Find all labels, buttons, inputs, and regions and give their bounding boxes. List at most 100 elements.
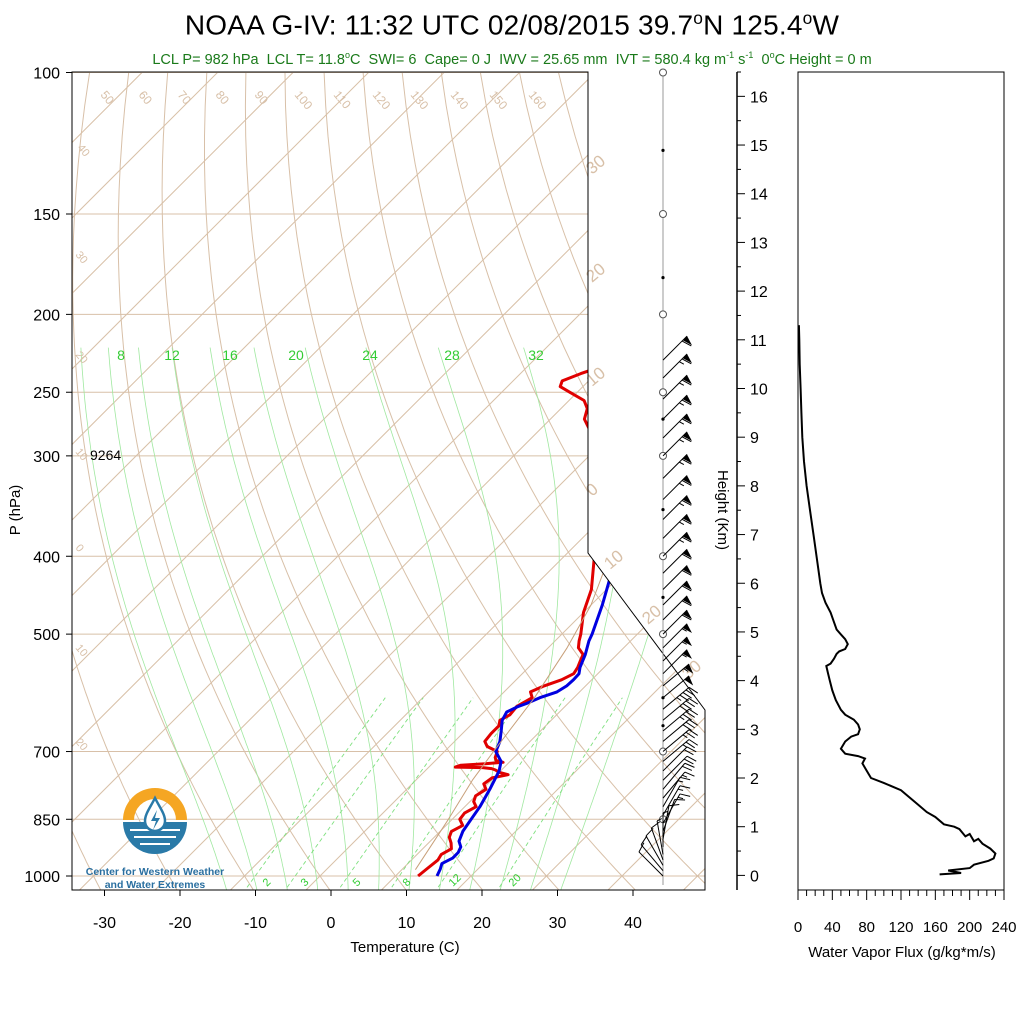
y-tick-label: 700 (33, 745, 60, 762)
wind-barb (662, 453, 692, 479)
wind-barb (662, 609, 692, 635)
wvf-frame (797, 71, 1005, 891)
iwv-value: IWV = 25.65 mm (499, 51, 608, 68)
x-tick-label: 40 (624, 915, 642, 932)
isotherm (72, 72, 671, 890)
cw3e-logo-icon (123, 788, 187, 854)
y-tick-label: 500 (33, 627, 60, 644)
isotherm (72, 72, 294, 890)
moist-adiabat (80, 347, 228, 890)
mixing-ratio-label: 16 (222, 347, 238, 363)
moist-adiabat (209, 347, 349, 890)
mixing-ratio-label: 20 (288, 347, 304, 363)
height-tick-label: 15 (750, 138, 768, 155)
freezing-height: 0oC Height = 0 m (761, 50, 872, 68)
dry-adiabat (244, 72, 562, 890)
wind-barb (656, 818, 664, 855)
wind-barb (662, 335, 692, 361)
barb-level-dot (661, 508, 665, 512)
barb-level-marker (659, 310, 667, 319)
isotherm (72, 72, 218, 890)
wind-barb (662, 771, 695, 799)
barb-level-marker (659, 209, 667, 218)
wind-barb (662, 580, 692, 606)
moist-adiabat (253, 347, 380, 890)
wvf-x-tick-label: 40 (824, 919, 841, 936)
height-tick-label: 13 (750, 235, 768, 252)
dry-adiabat (72, 72, 103, 890)
height-tick-label: 6 (750, 576, 759, 593)
water-vapor-flux-line (797, 325, 997, 876)
wind-barb (662, 708, 699, 732)
wind-barb (640, 835, 664, 872)
wind-barb (662, 565, 692, 590)
wind-barb (638, 842, 664, 877)
dry-adiabat (117, 72, 333, 890)
height-tick-label: 11 (750, 333, 767, 350)
wind-barb (662, 394, 692, 420)
wind-barb (662, 513, 692, 539)
isotherm (72, 72, 445, 890)
ivt-value: IVT = 580.4 kg m-1 s-1 (615, 50, 754, 68)
mixing-ratio-line (282, 697, 424, 890)
y-tick-label: 150 (33, 207, 60, 224)
moist-adiabat (498, 347, 560, 890)
dry-adiabat (323, 72, 705, 890)
wind-barb (662, 810, 669, 847)
isotherm (151, 72, 705, 890)
mixing-ratio-line (335, 697, 474, 890)
mixing-ratio-label: 28 (444, 347, 460, 363)
wind-barb (662, 785, 691, 816)
dry-adiabat (161, 72, 409, 890)
wind-barb (662, 686, 699, 710)
height-tick-label: 16 (750, 89, 768, 106)
wind-barb (662, 475, 692, 500)
barb-level-dot (661, 276, 665, 280)
wind-barb (662, 729, 699, 752)
wind-barb (662, 663, 694, 687)
height-tick-label: 4 (750, 674, 759, 691)
x-tick-label: -20 (168, 915, 191, 932)
skewt-frame (71, 71, 706, 891)
dry-adiabat (362, 72, 705, 890)
height-tick-label: 2 (750, 771, 759, 788)
isotherm (378, 72, 705, 890)
moist-adiabat (365, 347, 456, 890)
wvf-xlabel: Water Vapor Flux (g/kg*m/s) (808, 944, 996, 961)
barb-level-dot (661, 148, 665, 152)
height-tick-label: 8 (750, 479, 759, 496)
moist-adiabat (304, 347, 415, 890)
cw3e-logo: Center for Western Weather and Water Ext… (80, 784, 230, 894)
wvf-x-tick-label: 0 (794, 919, 802, 936)
x-tick-label: 10 (398, 915, 416, 932)
dry-adiabat (440, 72, 705, 890)
skewt-ylabel: P (hPa) (7, 485, 24, 536)
mixing-ratio-label: 8 (117, 347, 125, 363)
y-tick-label: 850 (33, 812, 60, 829)
skewt-xlabel: Temperature (C) (350, 939, 459, 956)
dry-adiabat (72, 72, 256, 890)
cape-value: Cape= 0 J (424, 51, 492, 68)
height-tick-label: 0 (750, 868, 759, 885)
x-tick-label: -30 (93, 915, 116, 932)
moist-adiabat (437, 347, 504, 890)
wvf-x-tick-label: 120 (888, 919, 913, 936)
wind-barb (662, 431, 692, 457)
isotherm (72, 72, 369, 890)
swi-value: SWI= 6 (368, 51, 417, 68)
height-tick-label: 10 (750, 381, 768, 398)
wind-barb (662, 636, 692, 662)
height-tick-label: 12 (750, 284, 768, 301)
mixing-ratio-label: 12 (164, 347, 180, 363)
y-tick-label: 250 (33, 385, 60, 402)
wind-barb (662, 697, 699, 721)
height-tick-label: 14 (750, 187, 768, 204)
wind-barb (662, 719, 699, 742)
moist-adiabat (138, 347, 289, 890)
chart-subtitle: LCL P= 982 hPa LCL T= 11.8oC SWI= 6 Cape… (0, 50, 1024, 68)
wind-barb (650, 821, 664, 861)
barb-level-marker (659, 388, 667, 397)
moist-adiabat (171, 347, 319, 890)
